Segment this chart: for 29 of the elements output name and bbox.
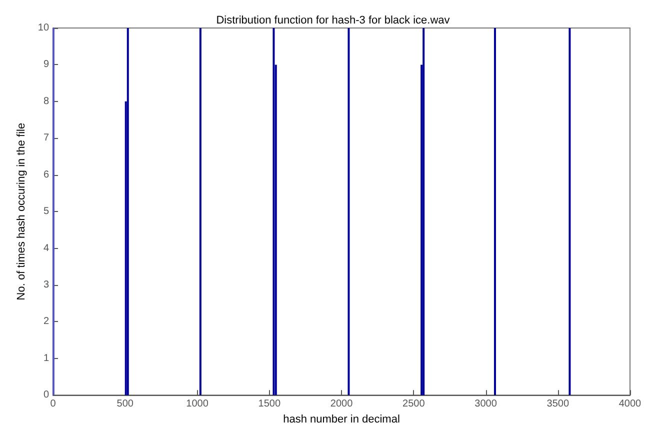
x-tick-label: 2500 [402, 398, 426, 410]
y-tick-label: 1 [43, 352, 50, 364]
bar [272, 28, 275, 396]
x-tick-label: 3500 [546, 398, 570, 410]
x-axis-title: hash number in decimal [283, 414, 400, 426]
y-tick-label: 8 [43, 96, 50, 107]
y-tick-label: 3 [43, 279, 50, 290]
y-tick-label: 10 [38, 22, 50, 34]
y-tick-label: 5 [43, 206, 50, 218]
y-tick-label: 0 [43, 390, 50, 401]
x-tick-label: 4000 [618, 398, 642, 410]
y-tick-label: 7 [43, 132, 50, 144]
x-tick-label: 2000 [330, 398, 354, 410]
bar [422, 28, 425, 396]
y-tick-label: 9 [43, 59, 50, 70]
bar [199, 28, 202, 396]
y-axis-title: No. of times hash occuring in the file [16, 122, 28, 300]
y-tick-label: 2 [43, 316, 50, 328]
bar [348, 28, 350, 396]
x-tick-label: 500 [116, 398, 134, 410]
y-tick-label: 6 [43, 169, 50, 180]
bar [494, 28, 496, 396]
x-tick-label: 0 [50, 398, 56, 410]
x-tick-label: 1500 [258, 398, 281, 410]
chart-title: Distribution function for hash-3 for black ice.wav [216, 14, 450, 26]
x-tick-label: 1000 [186, 398, 209, 410]
y-tick-label: 4 [43, 242, 50, 254]
x-tick-label: 3000 [474, 398, 498, 410]
bar [568, 28, 571, 396]
